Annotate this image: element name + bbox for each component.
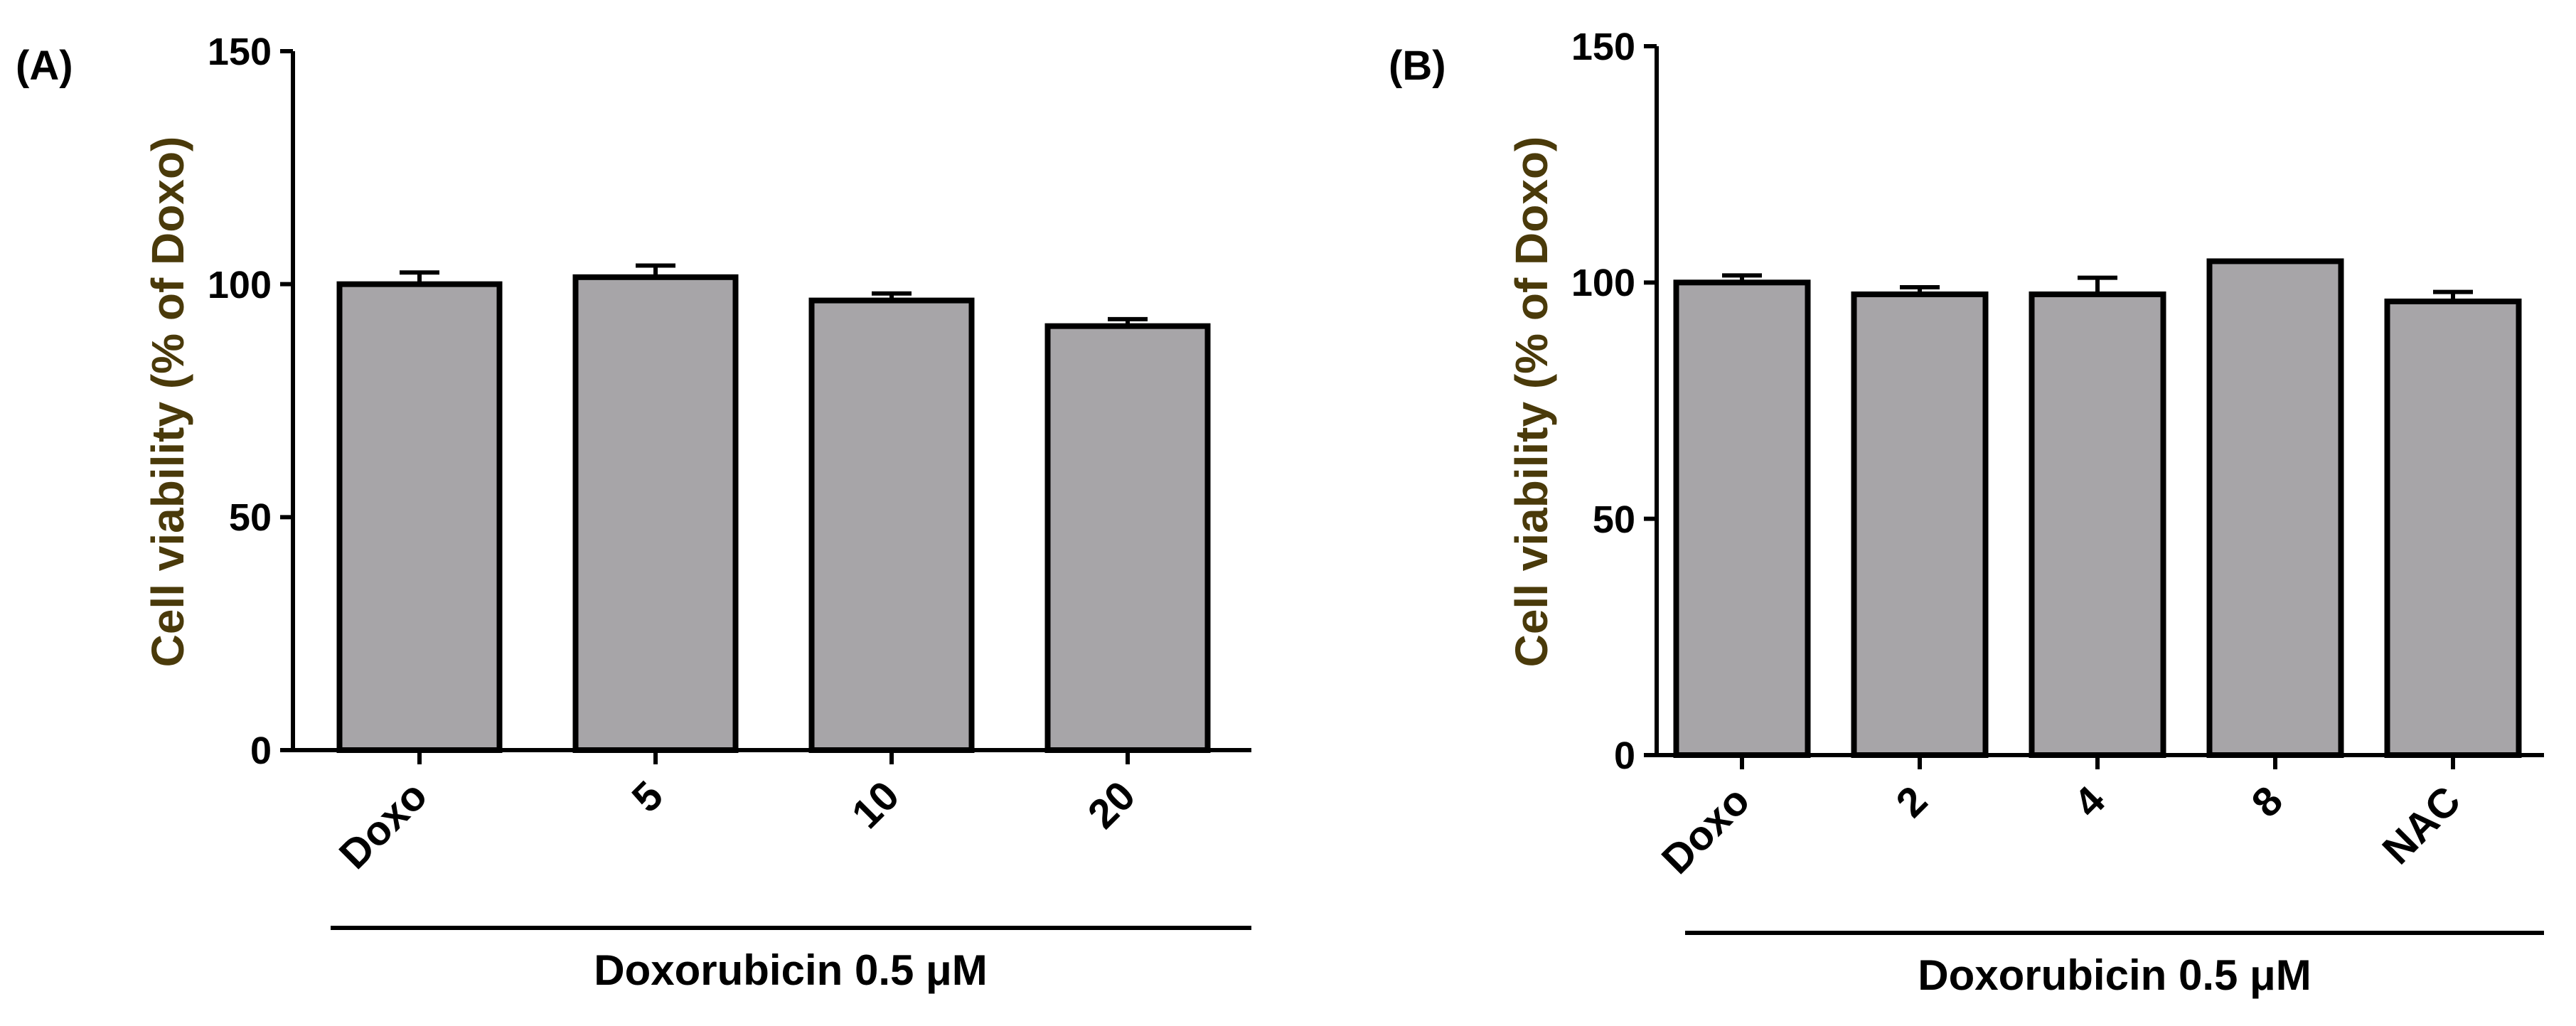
- bar: [572, 274, 739, 753]
- category-label: Doxo: [331, 772, 436, 877]
- y-axis-label: Cell viability (% of Doxo): [1506, 137, 1557, 668]
- bar: [2206, 258, 2344, 758]
- bar: [1044, 323, 1211, 753]
- bar: [2029, 291, 2166, 758]
- category-label: 4: [2065, 777, 2114, 826]
- panel-a: (A) Cell viability (% of Doxo) 0 50 100 …: [16, 31, 1251, 994]
- category-label: NAC: [2373, 777, 2469, 873]
- y-tick-label-150: 150: [208, 31, 272, 73]
- group-label: Doxorubicin 0.5 μM: [594, 946, 987, 994]
- category-label: 8: [2243, 777, 2292, 826]
- category-label: 20: [1079, 772, 1145, 838]
- y-tick-label-100: 100: [1571, 262, 1635, 304]
- panel-b: (B) Cell viability (% of Doxo) 0 50 100 …: [1389, 26, 2544, 999]
- category-label: 10: [843, 772, 909, 838]
- bar: [1851, 291, 1989, 758]
- bar: [2384, 298, 2522, 759]
- category-label: 5: [623, 772, 672, 821]
- panel-label: (A): [16, 43, 73, 89]
- y-tick-label-0: 0: [250, 730, 272, 772]
- y-tick-label-50: 50: [229, 496, 272, 539]
- bar: [336, 281, 503, 753]
- y-tick-label-100: 100: [208, 264, 272, 306]
- y-tick-label-0: 0: [1614, 734, 1635, 777]
- y-tick-label-150: 150: [1571, 26, 1635, 68]
- y-axis-label: Cell viability (% of Doxo): [142, 137, 193, 668]
- group-label: Doxorubicin 0.5 μM: [1918, 951, 2311, 999]
- category-label: Doxo: [1653, 777, 1758, 882]
- category-label: 2: [1887, 777, 1936, 826]
- bar: [1673, 279, 1811, 759]
- y-tick-label-50: 50: [1593, 498, 1635, 541]
- bar: [808, 297, 975, 753]
- panel-label: (B): [1389, 43, 1446, 89]
